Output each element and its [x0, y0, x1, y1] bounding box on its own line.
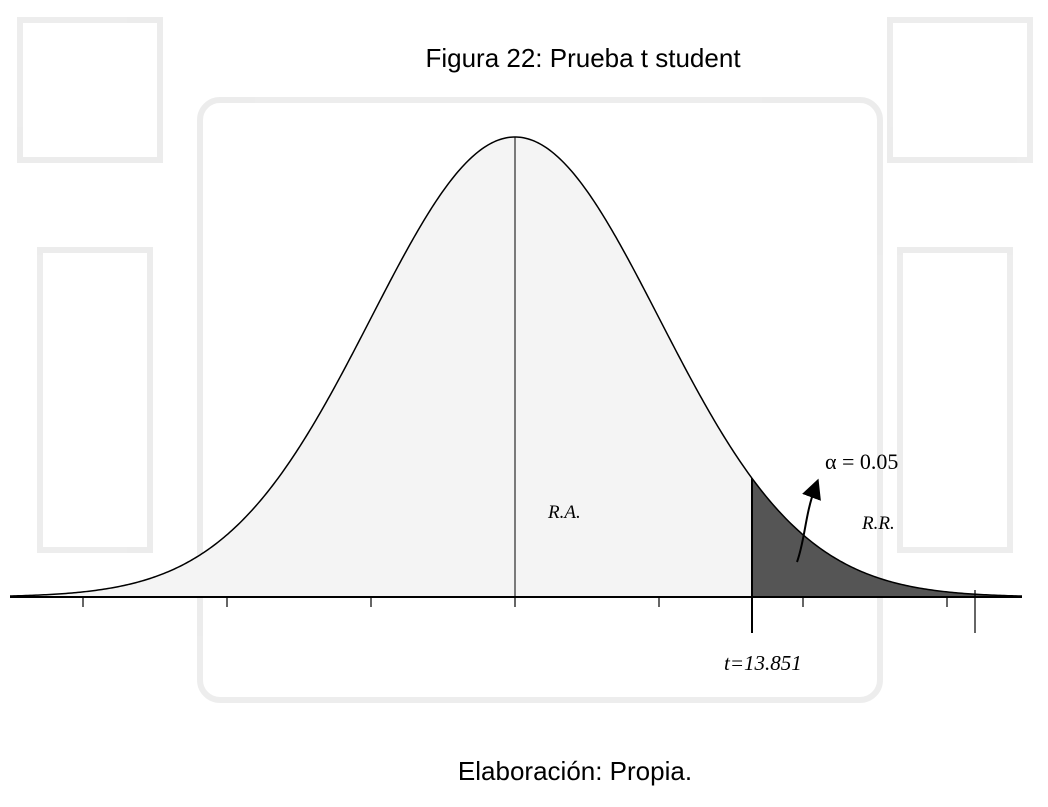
- acceptance-region: [10, 137, 752, 597]
- caption: Elaboración: Propia.: [458, 756, 692, 786]
- watermark: [17, 17, 1033, 703]
- density-curve: [9, 136, 1023, 597]
- t-statistic-label: t=13.851: [724, 651, 802, 675]
- alpha-arrow: [796, 478, 821, 563]
- rejection-region-label: R.R.: [861, 513, 895, 534]
- acceptance-region-label: R.A.: [547, 502, 581, 523]
- distribution: [9, 136, 1023, 633]
- figure-title: Figura 22: Prueba t student: [425, 43, 741, 73]
- alpha-label: α = 0.05: [825, 449, 898, 474]
- rejection-region: [752, 478, 1022, 597]
